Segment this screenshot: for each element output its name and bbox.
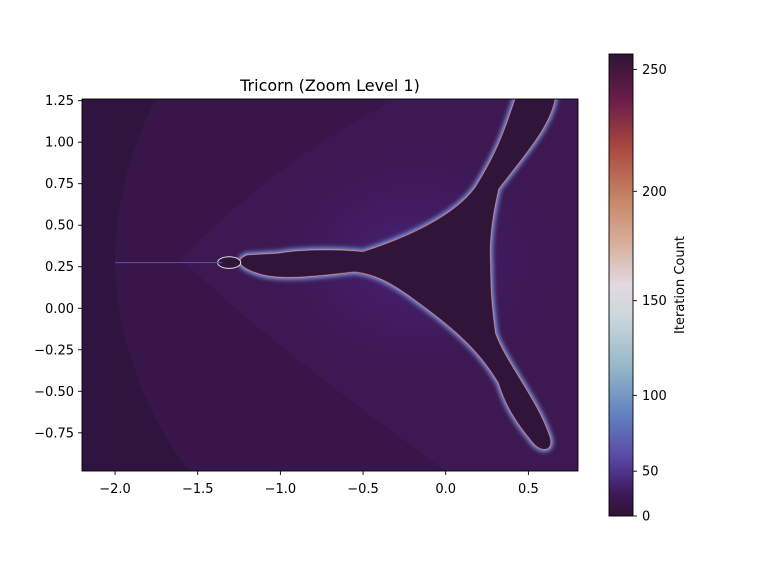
y-tick-label: 1.25 [45,94,74,109]
x-tick-label: 0.0 [435,482,456,497]
colorbar: 0 50 100 150 200 250 Iteration Count [608,53,688,525]
colorbar-label: Iteration Count [673,236,688,334]
y-tick-label: −0.75 [34,426,74,441]
chart-title: Tricorn (Zoom Level 1) [239,76,420,95]
colorbar-tick-label: 100 [642,389,667,404]
colorbar-tick-label: 250 [642,63,667,78]
x-axis: −2.0 −1.5 −1.0 −0.5 0.0 0.5 [99,471,539,497]
colorbar-tick-label: 150 [642,294,667,309]
boundary-red-edge [239,99,556,450]
x-tick-label: 0.5 [518,482,539,497]
x-tick-label: −1.0 [265,482,297,497]
colorbar-tick-label: 50 [642,465,659,480]
y-axis: 1.25 1.00 0.75 0.50 0.25 0.00 −0.25 −0.50 −0.75 [34,94,82,441]
axes-frame [81,98,579,472]
colorbar-ticks: 0 50 100 150 200 250 [633,63,667,525]
y-tick-label: 0.50 [45,219,74,234]
y-tick-label: 0.75 [45,177,74,192]
x-tick-label: −1.5 [182,482,214,497]
colorbar-gradient [608,53,634,517]
y-tick-label: 0.00 [45,302,74,317]
heatmap-plot-area [82,99,578,471]
y-tick-label: −0.50 [34,385,74,400]
colorbar-tick-label: 0 [642,510,650,525]
x-tick-label: −0.5 [347,482,379,497]
y-tick-label: 0.25 [45,260,74,275]
y-tick-label: −0.25 [34,343,74,358]
escape-band-mid [115,99,446,471]
y-tick-label: 1.00 [45,136,74,151]
x-tick-label: −2.0 [99,482,131,497]
escape-band-outer [82,99,190,471]
colorbar-tick-label: 200 [642,185,667,200]
